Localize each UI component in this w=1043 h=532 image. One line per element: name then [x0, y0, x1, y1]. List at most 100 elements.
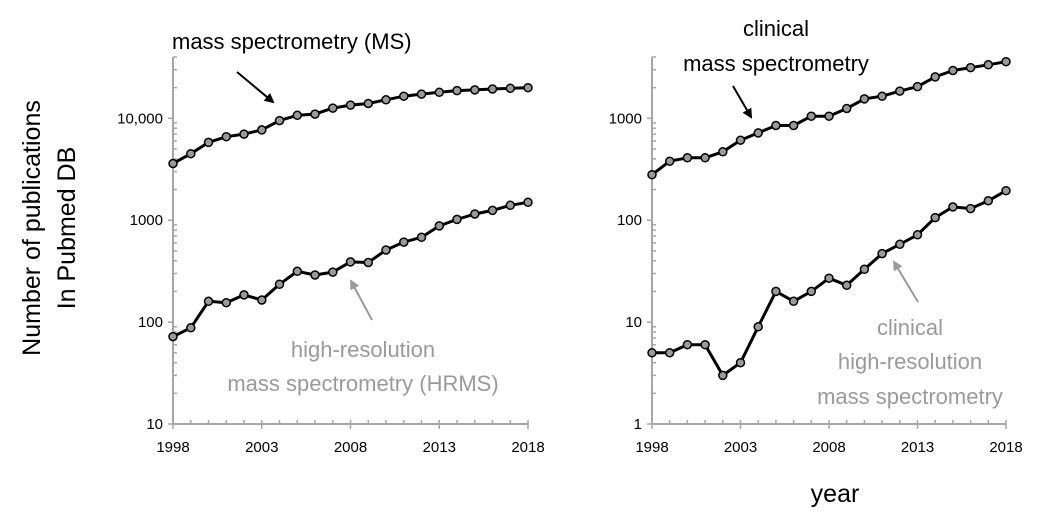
data-point	[328, 267, 338, 277]
series-annotation-label: mass spectrometry (MS)	[172, 29, 412, 54]
data-point	[948, 65, 958, 76]
y-tick-label: 100	[617, 212, 642, 229]
data-point	[310, 270, 320, 280]
data-point	[168, 331, 178, 342]
data-point	[186, 148, 196, 159]
series-annotation-label: clinical	[877, 315, 943, 340]
data-point	[930, 212, 940, 223]
data-point	[434, 87, 445, 98]
data-point	[682, 153, 693, 163]
x-tick-label: 1998	[635, 439, 668, 456]
data-point	[664, 156, 675, 166]
data-point	[292, 266, 303, 277]
data-point	[824, 111, 834, 121]
data-point	[239, 290, 249, 300]
data-point	[788, 296, 799, 307]
data-point	[434, 221, 445, 231]
data-point	[877, 91, 887, 101]
data-point	[274, 279, 285, 290]
annotation-arrow	[350, 279, 373, 321]
data-point	[203, 296, 214, 307]
data-point	[345, 100, 356, 110]
x-tick-label: 2018	[511, 439, 544, 456]
data-point	[381, 95, 391, 105]
data-point	[647, 169, 657, 180]
data-point	[824, 273, 834, 283]
data-point	[753, 128, 763, 138]
data-point	[523, 197, 533, 208]
x-tick-label: 2013	[901, 439, 934, 456]
series-annotation-label: high-resolution	[291, 337, 435, 362]
data-point	[416, 232, 427, 243]
data-point	[487, 84, 498, 94]
y-tick-label: 1	[634, 416, 642, 433]
data-point	[912, 230, 923, 240]
data-point	[470, 85, 480, 95]
y-tick-label: 100	[138, 314, 163, 331]
data-point	[221, 297, 232, 308]
data-point	[965, 62, 976, 73]
data-point	[718, 147, 728, 157]
x-tick-label: 2008	[812, 439, 845, 456]
data-point	[345, 257, 356, 267]
data-point	[841, 103, 852, 114]
data-point	[452, 214, 462, 225]
y-tick-label: 1000	[130, 212, 163, 229]
data-point	[470, 209, 480, 219]
x-tick-label: 2013	[423, 439, 456, 456]
series-annotation-label: mass spectrometry	[683, 51, 869, 76]
y-tick-label: 10	[625, 314, 642, 331]
data-point	[753, 322, 763, 332]
y-axis-label-line-1: Number of publications	[18, 100, 46, 356]
data-point	[523, 82, 533, 93]
data-point	[983, 196, 994, 206]
data-point	[310, 109, 320, 119]
data-point	[168, 158, 178, 169]
data-point	[806, 286, 817, 297]
data-point	[664, 348, 675, 358]
data-point	[806, 111, 817, 121]
data-point	[274, 115, 285, 126]
data-point	[930, 72, 940, 82]
data-point	[292, 110, 303, 121]
data-point	[505, 83, 516, 94]
x-tick-label: 2008	[334, 439, 367, 456]
series-annotation-label: mass spectrometry	[817, 384, 1003, 409]
y-tick-label: 1000	[609, 110, 642, 127]
data-point	[682, 339, 693, 350]
data-point	[877, 248, 887, 259]
data-point	[965, 203, 976, 214]
data-point	[363, 257, 374, 268]
data-point	[718, 370, 728, 381]
data-point	[257, 125, 267, 135]
x-axis-label: year	[811, 480, 860, 508]
data-point	[841, 280, 852, 291]
data-point	[895, 86, 905, 96]
data-point	[186, 323, 196, 333]
data-point	[505, 200, 516, 211]
data-point	[735, 135, 746, 145]
y-tick-label: 10	[146, 416, 163, 433]
x-tick-label: 2003	[245, 439, 278, 456]
series-line-1	[172, 200, 529, 338]
data-point	[399, 91, 409, 101]
data-point	[487, 205, 498, 216]
data-point	[239, 129, 249, 139]
annotation-arrow	[236, 71, 275, 104]
annotation-arrow	[892, 260, 919, 303]
data-point	[788, 120, 799, 131]
data-point	[948, 202, 958, 212]
data-point	[771, 120, 781, 131]
y-tick-label: 10,000	[117, 110, 163, 127]
data-point	[771, 286, 781, 297]
series-annotation-label: clinical	[743, 16, 809, 41]
chart-panel-right: 1 10 100 1000 1998 2003 2008 2013 2018 clinical ma…	[609, 16, 1023, 456]
data-point	[221, 131, 232, 142]
data-point	[647, 348, 657, 358]
series-line-0	[172, 86, 529, 165]
data-point	[700, 153, 710, 163]
data-point	[363, 98, 374, 109]
series-annotation-label: high-resolution	[838, 349, 982, 374]
data-point	[399, 237, 409, 247]
data-point	[328, 103, 338, 113]
